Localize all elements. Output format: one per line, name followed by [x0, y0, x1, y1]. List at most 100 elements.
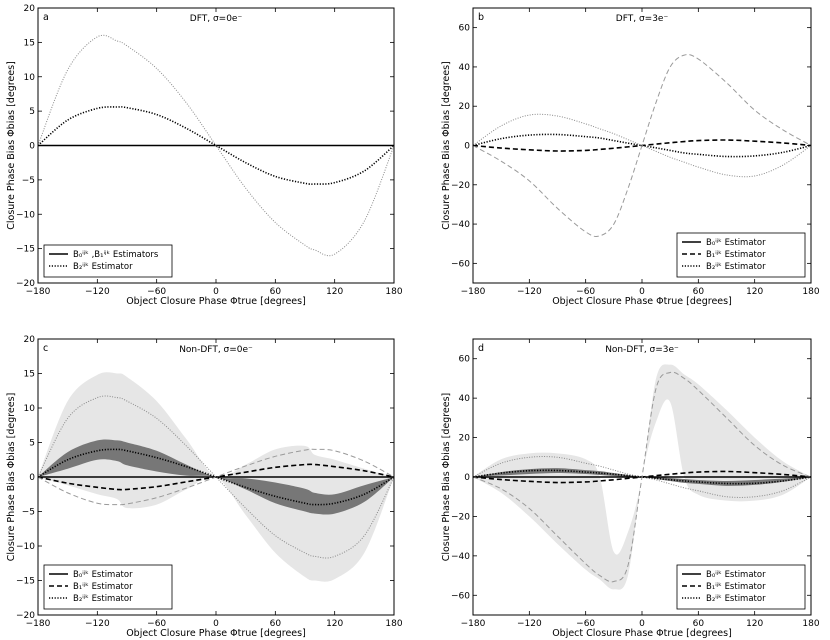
panel-letter: b	[478, 12, 484, 23]
y-tick-label: 0	[29, 473, 35, 483]
panel-c: −180 −120 −60 0 60 120 180 −20 −15 −10 −5 0 5 10 15 20 c…	[6, 335, 403, 639]
panel-letter: a	[43, 12, 49, 23]
legend-label: B₂ⁱʲᵏ Estimator	[73, 594, 133, 604]
y-tick-label: 15	[24, 370, 35, 380]
x-tick-label: 0	[213, 619, 219, 629]
y-tick-label: 20	[24, 335, 36, 345]
plot-area	[38, 372, 394, 582]
legend-label: B₂ⁱʲᵏ Estimator	[73, 262, 133, 272]
y-tick-label: 0	[29, 142, 35, 152]
y-tick-label: 20	[459, 434, 471, 444]
x-axis-label: Object Closure Phase Φtrue [degrees]	[126, 628, 306, 639]
x-tick-label: 120	[326, 619, 343, 629]
y-tick-label: −10	[16, 210, 35, 220]
x-tick-label: −60	[147, 619, 166, 629]
legend-label: B₂ⁱʲᵏ Estimator	[706, 594, 766, 604]
legend-label: B₁ⁱʲᵏ Estimator	[706, 250, 766, 260]
panel-d: −180 −120 −60 0 60 120 180 −60 −40 −20 0 20 40 60 d Non…	[441, 338, 820, 639]
y-tick-label: −40	[451, 552, 470, 562]
legend-label: B₀ⁱʲᵏ Estimator	[706, 238, 766, 248]
x-tick-label: −60	[576, 619, 595, 629]
legend: B₀ⁱʲᵏ Estimator B₁ⁱʲᵏ Estimator B₂ⁱʲᵏ Esti…	[676, 232, 806, 278]
x-tick-label: 60	[693, 619, 705, 629]
series-line	[473, 469, 811, 485]
y-tick-label: −60	[451, 259, 470, 269]
x-tick-label: −120	[517, 287, 542, 297]
y-axis-label: Closure Phase Bias Φbias [degrees]	[441, 61, 452, 230]
panel-title: DFT, σ=0e⁻	[190, 14, 243, 24]
series-line	[38, 448, 394, 506]
x-axis-label: Object Closure Phase Φtrue [degrees]	[552, 628, 732, 639]
band-dark	[38, 439, 394, 515]
legend-box	[676, 564, 806, 610]
x-tick-label: 60	[270, 287, 282, 297]
x-tick-label: 120	[746, 287, 763, 297]
legend-box	[676, 232, 806, 278]
x-tick-label: 120	[326, 287, 343, 297]
y-tick-label: −20	[451, 181, 470, 191]
y-tick-label: 5	[29, 439, 35, 449]
x-tick-label: 60	[693, 287, 705, 297]
x-tick-label: −180	[461, 287, 486, 297]
panel-b: −180 −120 −60 0 60 120 180 −60 −40 −20 0 20 40 60 b DFT…	[441, 7, 820, 307]
legend-label: B₂ⁱʲᵏ Estimator	[706, 262, 766, 272]
x-tick-label: 180	[802, 287, 819, 297]
y-tick-label: 20	[459, 102, 471, 112]
y-tick-label: −20	[16, 611, 35, 621]
x-tick-label: 0	[213, 287, 219, 297]
y-tick-label: 10	[24, 73, 36, 83]
panel-title: Non-DFT, σ=3e⁻	[605, 345, 679, 355]
y-tick-label: 40	[459, 63, 471, 73]
x-tick-label: −120	[85, 287, 110, 297]
y-tick-label: −15	[16, 577, 35, 587]
y-tick-label: 10	[24, 404, 36, 414]
y-tick-label: 60	[459, 24, 471, 34]
y-tick-label: 0	[464, 142, 470, 152]
panel-letter: d	[478, 343, 484, 354]
x-tick-label: −180	[26, 287, 51, 297]
plot-area	[473, 54, 811, 237]
x-tick-label: −120	[517, 619, 542, 629]
legend: B₀ⁱʲᵏ Estimator B₁ⁱʲᵏ Estimator B₂ⁱʲᵏ Esti…	[43, 564, 173, 610]
y-tick-label: −15	[16, 245, 35, 255]
legend-box	[43, 564, 173, 610]
x-tick-label: 180	[802, 619, 819, 629]
series-line	[38, 34, 394, 257]
y-tick-label: −20	[16, 279, 35, 289]
series-line	[473, 371, 811, 583]
x-tick-label: 120	[746, 619, 763, 629]
plot-area	[38, 34, 394, 257]
y-tick-label: −60	[451, 591, 470, 601]
band-light	[38, 372, 394, 582]
y-tick-label: −10	[16, 542, 35, 552]
y-tick-label: 0	[464, 473, 470, 483]
y-tick-label: −40	[451, 220, 470, 230]
x-tick-label: 0	[639, 619, 645, 629]
y-tick-label: 20	[24, 4, 36, 14]
legend-box	[43, 244, 173, 278]
legend: B₀ⁱʲᵏ ,B₁ⁱʲᵏ Estimators B₂ⁱʲᵏ Estimator	[43, 244, 173, 278]
legend-label: B₀ⁱʲᵏ Estimator	[73, 570, 133, 580]
plot-area	[473, 364, 811, 590]
x-tick-label: 60	[270, 619, 282, 629]
series-line	[38, 395, 394, 559]
x-tick-label: 180	[385, 287, 402, 297]
legend: B₀ⁱʲᵏ Estimator B₁ⁱʲᵏ Estimator B₂ⁱʲᵏ Esti…	[676, 564, 806, 610]
y-tick-label: 15	[24, 38, 35, 48]
y-tick-label: 5	[29, 107, 35, 117]
legend-label: B₀ⁱʲᵏ ,B₁ⁱʲᵏ Estimators	[73, 250, 159, 260]
legend-label: B₁ⁱʲᵏ Estimator	[73, 582, 133, 592]
y-axis-label: Closure Phase Bias Φbias [degrees]	[6, 393, 17, 562]
x-axis-label: Object Closure Phase Φtrue [degrees]	[552, 296, 732, 307]
panel-letter: c	[43, 343, 48, 354]
y-tick-label: 40	[459, 394, 471, 404]
y-tick-label: −5	[22, 508, 35, 518]
x-tick-label: −60	[576, 287, 595, 297]
x-tick-label: −180	[461, 619, 486, 629]
x-tick-label: −180	[26, 619, 51, 629]
x-tick-label: 0	[639, 287, 645, 297]
x-axis-label: Object Closure Phase Φtrue [degrees]	[126, 296, 306, 307]
y-tick-label: −20	[451, 512, 470, 522]
panel-a: −180 −120 −60 0 60 120 180 −20 −15 −10 −5 0 5 10 15 20 a…	[6, 4, 403, 307]
y-tick-label: 60	[459, 355, 471, 365]
